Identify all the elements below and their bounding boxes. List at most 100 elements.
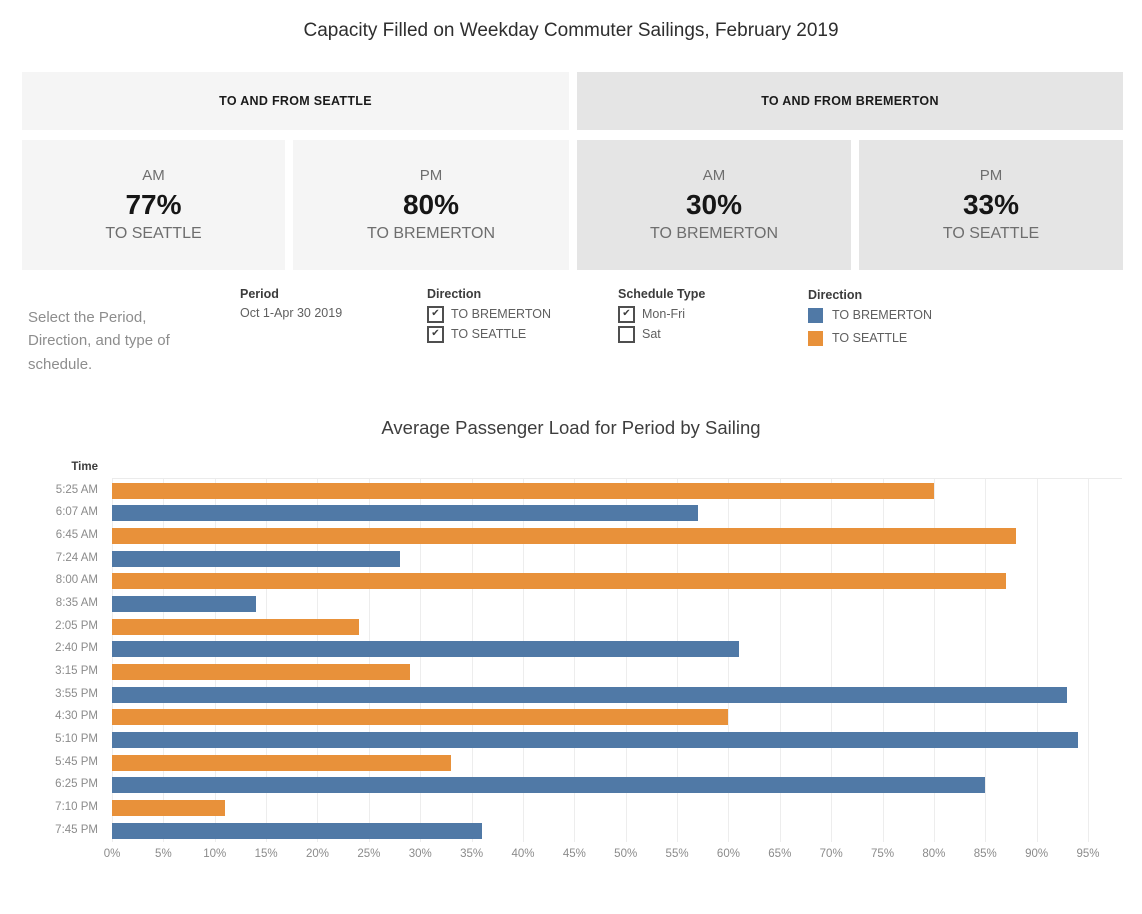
- legend-title: Direction: [808, 288, 863, 302]
- gridline: [779, 479, 781, 842]
- x-axis-tick-label: 35%: [460, 848, 484, 860]
- bar-3-55-pm[interactable]: [112, 686, 1068, 703]
- card-direction-label: TO BREMERTON: [649, 225, 779, 242]
- bar-8-35-am[interactable]: [112, 595, 256, 612]
- checkbox-icon[interactable]: [618, 325, 635, 343]
- y-axis-header: Time: [71, 461, 98, 473]
- bar-2-05-pm[interactable]: [112, 618, 359, 635]
- y-axis-tick-label: 6:25 PM: [55, 778, 98, 791]
- schedule-type-filter: Schedule Type Mon-Fri Sat: [618, 287, 705, 346]
- section-header-label: TO AND FROM BREMERTON: [761, 94, 939, 108]
- stat-card-bremerton-am[interactable]: AM 30% TO BREMERTON: [577, 140, 851, 270]
- checkbox-icon[interactable]: [427, 305, 444, 323]
- x-axis-tick-label: 80%: [922, 848, 946, 860]
- bar-5-25-am[interactable]: [112, 482, 934, 499]
- legend-item-to-seattle[interactable]: TO SEATTLE: [808, 330, 932, 346]
- x-axis-tick-label: 15%: [254, 848, 278, 860]
- direction-option-to-seattle[interactable]: TO SEATTLE: [427, 325, 551, 343]
- y-axis-labels: 5:25 AM 6:07 AM 6:45 AM 7:24 AM 8:00 AM 8:35 …: [0, 478, 105, 841]
- gridline: [574, 479, 576, 842]
- y-axis-tick-label: 3:15 PM: [55, 665, 98, 677]
- card-value: 30%: [685, 189, 743, 220]
- bar-2-40-pm[interactable]: [112, 641, 739, 658]
- period-filter-label: Period: [240, 287, 279, 301]
- gridline: [1088, 479, 1090, 842]
- stat-card-seattle-pm[interactable]: PM 80% TO BREMERTON: [293, 140, 569, 270]
- bar-7-24-am[interactable]: [112, 550, 400, 567]
- gridline: [522, 479, 524, 842]
- card-period-label: AM: [142, 167, 165, 184]
- bar-6-07-am[interactable]: [112, 505, 698, 522]
- legend-swatch-orange-icon: [808, 330, 823, 346]
- card-value: 80%: [402, 189, 460, 220]
- bar-6-25-pm[interactable]: [112, 777, 986, 794]
- bar-5-45-pm[interactable]: [112, 754, 452, 771]
- direction-option-to-bremerton[interactable]: TO BREMERTON: [427, 305, 552, 323]
- x-axis-tick-label: 20%: [305, 848, 329, 860]
- bar-8-00-am[interactable]: [112, 573, 1006, 590]
- direction-filter-label: Direction: [427, 287, 482, 301]
- schedule-option-label: Mon-Fri: [642, 307, 686, 321]
- card-value: 77%: [125, 189, 182, 220]
- x-axis-tick-label: 70%: [819, 848, 843, 860]
- card-value: 33%: [962, 189, 1020, 220]
- gridline: [214, 479, 216, 842]
- x-axis-labels: 0% 5% 10% 15% 20% 25% 30% 35% 40% 45% 50% 55% 60% 65%…: [0, 848, 1142, 864]
- bar-7-45-pm[interactable]: [112, 822, 482, 839]
- x-axis-tick-label: 0%: [103, 848, 121, 860]
- y-axis-tick-label: 6:45 AM: [55, 528, 98, 541]
- y-axis-tick-label: 8:00 AM: [55, 574, 98, 587]
- gridline: [471, 479, 473, 842]
- y-axis-tick-label: 2:05 PM: [55, 619, 98, 632]
- x-axis-tick-label: 95%: [1076, 848, 1100, 860]
- x-axis-tick-label: 65%: [768, 848, 792, 860]
- direction-color-legend: Direction TO BREMERTON TO SEATTLE: [808, 288, 932, 353]
- stat-card-seattle-am[interactable]: AM 77% TO SEATTLE: [22, 140, 285, 270]
- schedule-option-mon-fri[interactable]: Mon-Fri: [618, 305, 705, 323]
- chart-title: Average Passenger Load for Period by Sai…: [381, 417, 761, 438]
- direction-option-label: TO BREMERTON: [451, 307, 552, 321]
- x-axis-tick-label: 60%: [716, 848, 740, 860]
- x-axis-tick-label: 85%: [973, 848, 997, 860]
- bar-7-10-pm[interactable]: [112, 800, 225, 817]
- y-axis-tick-label: 5:45 PM: [55, 755, 98, 768]
- bar-5-10-pm[interactable]: [112, 732, 1078, 749]
- bar-3-15-pm[interactable]: [112, 664, 410, 680]
- gridline: [933, 479, 935, 842]
- schedule-option-label: Sat: [642, 327, 661, 341]
- bar-chart-plot-area: [112, 478, 1122, 842]
- gridline: [831, 479, 833, 842]
- direction-filter: Direction TO BREMERTON TO SEATTLE: [427, 287, 551, 346]
- x-axis-tick-label: 25%: [357, 848, 381, 860]
- y-axis-tick-label: 2:40 PM: [55, 642, 98, 655]
- card-direction-label: TO SEATTLE: [942, 225, 1040, 242]
- card-direction-label: TO BREMERTON: [366, 225, 496, 242]
- gridline: [1036, 479, 1038, 842]
- y-axis-tick-label: 3:55 PM: [55, 687, 98, 700]
- checkbox-icon[interactable]: [427, 325, 444, 343]
- direction-option-label: TO SEATTLE: [451, 327, 527, 341]
- checkbox-icon[interactable]: [618, 305, 635, 323]
- gridline: [317, 479, 319, 842]
- legend-item-to-bremerton[interactable]: TO BREMERTON: [808, 307, 932, 323]
- bar-4-30-pm[interactable]: [112, 709, 729, 726]
- y-axis-tick-label: 4:30 PM: [55, 710, 98, 723]
- bar-6-45-am[interactable]: [112, 527, 1017, 544]
- card-direction-label: TO SEATTLE: [105, 225, 202, 242]
- schedule-option-sat[interactable]: Sat: [618, 325, 705, 343]
- period-filter-value[interactable]: Oct 1-Apr 30 2019: [240, 306, 343, 320]
- card-period-label: PM: [419, 167, 443, 184]
- dashboard-title: Capacity Filled on Weekday Commuter Sail…: [303, 20, 839, 41]
- gridline: [882, 479, 884, 842]
- x-axis-tick-label: 30%: [408, 848, 432, 860]
- instructions-text: Select the Period, Direction, and type o…: [28, 309, 170, 373]
- y-axis-tick-label: 5:25 AM: [55, 483, 98, 496]
- x-axis-tick-label: 75%: [871, 848, 895, 860]
- gridline: [420, 479, 422, 842]
- legend-swatch-blue-icon: [808, 307, 823, 323]
- stat-card-bremerton-pm[interactable]: PM 33% TO SEATTLE: [859, 140, 1123, 270]
- x-axis-tick-label: 55%: [665, 848, 689, 860]
- schedule-type-filter-label: Schedule Type: [618, 287, 706, 301]
- gridline: [677, 479, 679, 842]
- gridline: [728, 479, 730, 842]
